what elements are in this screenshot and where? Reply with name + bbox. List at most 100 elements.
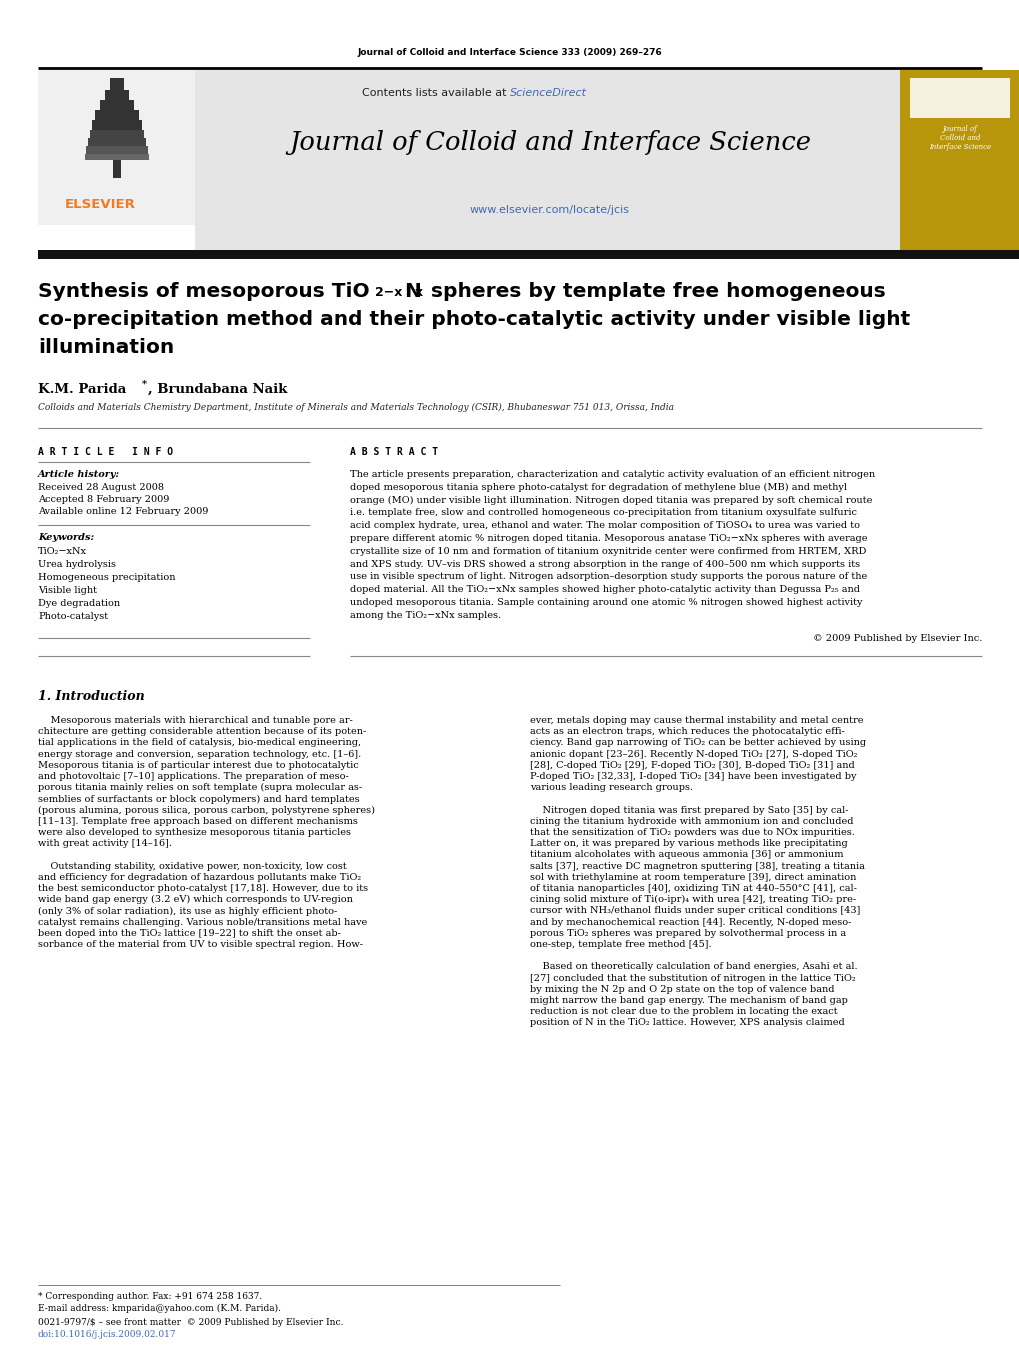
Text: 1. Introduction: 1. Introduction: [38, 690, 145, 703]
Text: been doped into the TiO₂ lattice [19–22] to shift the onset ab-: been doped into the TiO₂ lattice [19–22]…: [38, 928, 340, 938]
Text: Mesoporous materials with hierarchical and tunable pore ar-: Mesoporous materials with hierarchical a…: [38, 716, 353, 725]
Text: one-step, template free method [45].: one-step, template free method [45].: [530, 940, 711, 948]
Text: acid complex hydrate, urea, ethanol and water. The molar composition of TiOSO₄ t: acid complex hydrate, urea, ethanol and …: [350, 521, 859, 530]
Text: A B S T R A C T: A B S T R A C T: [350, 447, 438, 457]
Bar: [86, 146, 148, 154]
Text: wide band gap energy (3.2 eV) which corresponds to UV-region: wide band gap energy (3.2 eV) which corr…: [38, 896, 353, 904]
Text: , Brundabana Naik: , Brundabana Naik: [148, 382, 287, 396]
Text: orange (MO) under visible light illumination. Nitrogen doped titania was prepare: orange (MO) under visible light illumina…: [350, 496, 871, 505]
Text: Article history:: Article history:: [38, 470, 120, 480]
Bar: [38, 70, 195, 226]
Text: use in visible spectrum of light. Nitrogen adsorption–desorption study supports : use in visible spectrum of light. Nitrog…: [350, 573, 866, 581]
Text: Accepted 8 February 2009: Accepted 8 February 2009: [38, 494, 169, 504]
Text: and efficiency for degradation of hazardous pollutants make TiO₂: and efficiency for degradation of hazard…: [38, 873, 361, 882]
Text: with great activity [14–16].: with great activity [14–16].: [38, 839, 172, 848]
Text: and photovoltaic [7–10] applications. The preparation of meso-: and photovoltaic [7–10] applications. Th…: [38, 771, 348, 781]
Text: semblies of surfactants or block copolymers) and hard templates: semblies of surfactants or block copolym…: [38, 794, 360, 804]
Text: Based on theoretically calculation of band energies, Asahi et al.: Based on theoretically calculation of ba…: [530, 962, 857, 971]
Text: Journal of Colloid and Interface Science: Journal of Colloid and Interface Science: [288, 130, 810, 155]
Text: that the sensitization of TiO₂ powders was due to NOx impurities.: that the sensitization of TiO₂ powders w…: [530, 828, 854, 838]
Text: Nitrogen doped titania was first prepared by Sato [35] by cal-: Nitrogen doped titania was first prepare…: [530, 805, 848, 815]
Text: Outstanding stability, oxidative power, non-toxicity, low cost: Outstanding stability, oxidative power, …: [38, 862, 346, 870]
Text: might narrow the band gap energy. The mechanism of band gap: might narrow the band gap energy. The me…: [530, 996, 847, 1005]
Bar: [95, 109, 139, 120]
Text: tial applications in the field of catalysis, bio-medical engineering,: tial applications in the field of cataly…: [38, 739, 361, 747]
Text: energy storage and conversion, separation technology, etc. [1–6].: energy storage and conversion, separatio…: [38, 750, 361, 759]
Text: K.M. Parida: K.M. Parida: [38, 382, 126, 396]
Bar: [195, 70, 899, 250]
Text: doped mesoporous titania sphere photo-catalyst for degradation of methylene blue: doped mesoporous titania sphere photo-ca…: [350, 482, 846, 492]
Text: i.e. template free, slow and controlled homogeneous co-precipitation from titani: i.e. template free, slow and controlled …: [350, 508, 856, 517]
Text: cursor with NH₃/ethanol fluids under super critical conditions [43]: cursor with NH₃/ethanol fluids under sup…: [530, 907, 860, 916]
Text: Journal of Colloid and Interface Science 333 (2009) 269–276: Journal of Colloid and Interface Science…: [358, 49, 661, 57]
Text: * Corresponding author. Fax: +91 674 258 1637.: * Corresponding author. Fax: +91 674 258…: [38, 1292, 262, 1301]
Text: spheres by template free homogeneous: spheres by template free homogeneous: [424, 282, 884, 301]
Text: various leading research groups.: various leading research groups.: [530, 784, 693, 792]
Text: acts as an electron traps, which reduces the photocatalytic effi-: acts as an electron traps, which reduces…: [530, 727, 844, 736]
Text: among the TiO₂−xNx samples.: among the TiO₂−xNx samples.: [350, 611, 500, 620]
Text: ciency. Band gap narrowing of TiO₂ can be better achieved by using: ciency. Band gap narrowing of TiO₂ can b…: [530, 739, 865, 747]
Text: Visible light: Visible light: [38, 586, 97, 594]
Text: N: N: [404, 282, 421, 301]
Bar: [90, 130, 144, 138]
Text: P-doped TiO₂ [32,33], I-doped TiO₂ [34] have been investigated by: P-doped TiO₂ [32,33], I-doped TiO₂ [34] …: [530, 771, 856, 781]
Text: Synthesis of mesoporous TiO: Synthesis of mesoporous TiO: [38, 282, 369, 301]
Bar: [110, 78, 124, 91]
Text: Homogeneous precipitation: Homogeneous precipitation: [38, 573, 175, 582]
Text: 2−x: 2−x: [375, 286, 401, 299]
Bar: [899, 70, 1019, 250]
Bar: [38, 250, 1019, 259]
Text: reduction is not clear due to the problem in locating the exact: reduction is not clear due to the proble…: [530, 1008, 837, 1016]
Bar: [909, 78, 1009, 118]
Text: sorbance of the material from UV to visible spectral region. How-: sorbance of the material from UV to visi…: [38, 940, 363, 948]
Text: TiO₂−xNx: TiO₂−xNx: [38, 547, 87, 557]
Text: catalyst remains challenging. Various noble/transitions metal have: catalyst remains challenging. Various no…: [38, 917, 367, 927]
Text: *: *: [142, 380, 147, 389]
Text: Latter on, it was prepared by various methods like precipitating: Latter on, it was prepared by various me…: [530, 839, 847, 848]
Text: position of N in the TiO₂ lattice. However, XPS analysis claimed: position of N in the TiO₂ lattice. Howev…: [530, 1019, 844, 1027]
Text: doped material. All the TiO₂−xNx samples showed higher photo-catalytic activity : doped material. All the TiO₂−xNx samples…: [350, 585, 859, 594]
Text: Urea hydrolysis: Urea hydrolysis: [38, 561, 116, 569]
Text: were also developed to synthesize mesoporous titania particles: were also developed to synthesize mesopo…: [38, 828, 351, 838]
Text: doi:10.1016/j.jcis.2009.02.017: doi:10.1016/j.jcis.2009.02.017: [38, 1329, 176, 1339]
Bar: [113, 159, 121, 178]
Text: Mesoporous titania is of particular interest due to photocatalytic: Mesoporous titania is of particular inte…: [38, 761, 359, 770]
Text: ever, metals doping may cause thermal instability and metal centre: ever, metals doping may cause thermal in…: [530, 716, 863, 725]
Text: 0021-9797/$ – see front matter  © 2009 Published by Elsevier Inc.: 0021-9797/$ – see front matter © 2009 Pu…: [38, 1319, 343, 1327]
Text: salts [37], reactive DC magnetron sputtering [38], treating a titania: salts [37], reactive DC magnetron sputte…: [530, 862, 864, 870]
Text: illumination: illumination: [38, 338, 174, 357]
Bar: [88, 138, 146, 146]
Text: sol with triethylamine at room temperature [39], direct amination: sol with triethylamine at room temperatu…: [530, 873, 856, 882]
Text: Dye degradation: Dye degradation: [38, 598, 120, 608]
Text: www.elsevier.com/locate/jcis: www.elsevier.com/locate/jcis: [470, 205, 630, 215]
Text: © 2009 Published by Elsevier Inc.: © 2009 Published by Elsevier Inc.: [812, 634, 981, 643]
Text: Keywords:: Keywords:: [38, 534, 94, 542]
Text: A R T I C L E   I N F O: A R T I C L E I N F O: [38, 447, 173, 457]
Text: ScienceDirect: ScienceDirect: [510, 88, 586, 99]
Text: Available online 12 February 2009: Available online 12 February 2009: [38, 507, 208, 516]
Text: Contents lists available at: Contents lists available at: [362, 88, 510, 99]
Bar: [92, 120, 142, 130]
Text: cining solid mixture of Ti(o-ipr)₄ with urea [42], treating TiO₂ pre-: cining solid mixture of Ti(o-ipr)₄ with …: [530, 896, 855, 904]
Text: anionic dopant [23–26]. Recently N-doped TiO₂ [27], S-doped TiO₂: anionic dopant [23–26]. Recently N-doped…: [530, 750, 857, 759]
Text: co-precipitation method and their photo-catalytic activity under visible light: co-precipitation method and their photo-…: [38, 309, 909, 330]
Text: chitecture are getting considerable attention because of its poten-: chitecture are getting considerable atte…: [38, 727, 366, 736]
Text: Colloids and Materials Chemistry Department, Institute of Minerals and Materials: Colloids and Materials Chemistry Departm…: [38, 403, 674, 412]
Text: porous TiO₂ spheres was prepared by solvothermal process in a: porous TiO₂ spheres was prepared by solv…: [530, 928, 846, 938]
Text: (porous alumina, porous silica, porous carbon, polystyrene spheres): (porous alumina, porous silica, porous c…: [38, 805, 375, 815]
Text: undoped mesoporous titania. Sample containing around one atomic % nitrogen showe: undoped mesoporous titania. Sample conta…: [350, 598, 862, 607]
Text: ELSEVIER: ELSEVIER: [65, 199, 136, 211]
Text: by mixing the N 2p and O 2p state on the top of valence band: by mixing the N 2p and O 2p state on the…: [530, 985, 834, 994]
Text: [28], C-doped TiO₂ [29], F-doped TiO₂ [30], B-doped TiO₂ [31] and: [28], C-doped TiO₂ [29], F-doped TiO₂ [3…: [530, 761, 854, 770]
Text: cining the titanium hydroxide with ammonium ion and concluded: cining the titanium hydroxide with ammon…: [530, 817, 853, 825]
Text: Journal of
Colloid and
Interface Science: Journal of Colloid and Interface Science: [928, 126, 990, 151]
Bar: [85, 154, 149, 159]
Text: titanium alcoholates with aqueous ammonia [36] or ammonium: titanium alcoholates with aqueous ammoni…: [530, 850, 843, 859]
Text: [27] concluded that the substitution of nitrogen in the lattice TiO₂: [27] concluded that the substitution of …: [530, 974, 855, 982]
Text: of titania nanoparticles [40], oxidizing TiN at 440–550°C [41], cal-: of titania nanoparticles [40], oxidizing…: [530, 884, 856, 893]
Text: the best semiconductor photo-catalyst [17,18]. However, due to its: the best semiconductor photo-catalyst [1…: [38, 884, 368, 893]
Text: crystallite size of 10 nm and formation of titanium oxynitride center were confi: crystallite size of 10 nm and formation …: [350, 547, 865, 555]
Text: [11–13]. Template free approach based on different mechanisms: [11–13]. Template free approach based on…: [38, 817, 358, 825]
Text: Received 28 August 2008: Received 28 August 2008: [38, 484, 164, 492]
Text: (only 3% of solar radiation), its use as highly efficient photo-: (only 3% of solar radiation), its use as…: [38, 907, 337, 916]
